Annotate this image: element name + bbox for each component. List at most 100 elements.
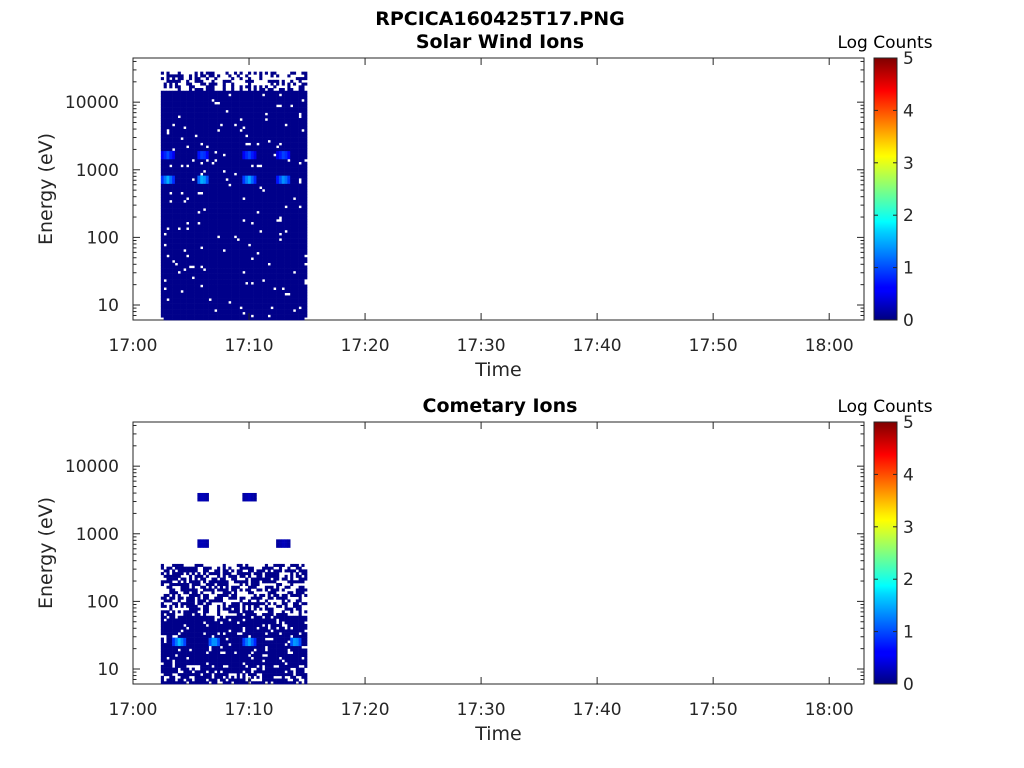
heatmap-cell xyxy=(248,219,252,223)
heatmap-cell xyxy=(236,219,240,223)
heatmap-cell xyxy=(203,232,207,236)
heatmap-cell xyxy=(200,623,204,627)
heatmap-cell xyxy=(298,210,302,214)
heatmap-cell xyxy=(225,287,229,291)
heatmap-cell xyxy=(172,191,176,195)
heatmap-cell xyxy=(284,107,288,111)
heatmap-cell xyxy=(172,118,176,122)
heatmap-cell xyxy=(256,268,260,272)
heatmap-cell xyxy=(183,158,187,163)
heatmap-cell xyxy=(169,659,173,663)
heatmap-cell xyxy=(239,295,243,299)
heatmap-cell xyxy=(231,279,235,283)
heatmap-cell xyxy=(284,273,288,277)
heatmap-cell xyxy=(256,295,260,299)
heatmap-cell xyxy=(298,249,302,253)
heatmap-cell xyxy=(278,109,283,113)
heatmap-cell xyxy=(183,191,187,195)
heatmap-cell xyxy=(236,169,240,173)
heatmap-cell xyxy=(262,259,266,263)
heatmap-cell xyxy=(222,221,226,225)
heatmap-cell xyxy=(281,118,285,122)
heatmap-cell xyxy=(228,150,232,154)
heatmap-cell xyxy=(177,626,181,630)
heatmap-cell xyxy=(290,243,294,247)
heatmap-cell xyxy=(180,175,184,179)
heatmap-cell xyxy=(166,148,170,152)
heatmap-cell xyxy=(298,265,302,269)
heatmap-cell xyxy=(217,205,221,209)
heatmap-cell xyxy=(203,153,207,157)
heatmap-cell xyxy=(217,257,221,261)
heatmap-cell xyxy=(270,317,274,321)
heatmap-cell xyxy=(172,229,176,233)
heatmap-cell xyxy=(284,161,288,165)
heatmap-cell xyxy=(177,651,181,655)
heatmap-cell xyxy=(205,257,209,261)
heatmap-cell xyxy=(174,287,179,291)
heatmap-cell xyxy=(273,265,277,269)
heatmap-cell xyxy=(160,651,164,655)
heatmap-cell xyxy=(264,314,268,318)
heatmap-cell xyxy=(200,169,204,173)
heatmap-cell xyxy=(180,303,184,307)
heatmap-cell xyxy=(273,189,277,193)
heatmap-cell xyxy=(228,295,232,299)
heatmap-cell xyxy=(301,202,305,206)
heatmap-cell xyxy=(284,279,288,283)
heatmap-cell xyxy=(163,656,167,660)
heatmap-cell xyxy=(245,227,249,231)
heatmap-cell xyxy=(267,175,271,179)
heatmap-cell xyxy=(301,205,305,209)
heatmap-cell xyxy=(174,172,179,176)
heatmap-cell xyxy=(205,150,209,154)
heatmap-cell xyxy=(219,306,223,310)
heatmap-cell xyxy=(211,287,215,291)
heatmap-cell xyxy=(186,651,190,655)
heatmap-cell xyxy=(197,205,201,209)
heatmap-cell xyxy=(219,120,223,124)
heatmap-cell xyxy=(248,298,252,302)
heatmap-cell xyxy=(191,142,195,146)
heatmap-cell xyxy=(287,96,291,100)
heatmap-cell xyxy=(259,303,263,307)
heatmap-cell xyxy=(160,667,164,671)
heatmap-cell xyxy=(228,262,232,266)
heatmap-cell xyxy=(194,610,198,614)
heatmap-cell xyxy=(203,197,207,201)
heatmap-cell xyxy=(256,232,260,236)
heatmap-cell xyxy=(304,208,308,212)
heatmap-cell xyxy=(250,123,254,127)
heatmap-cell xyxy=(191,566,195,570)
heatmap-cell xyxy=(197,574,201,578)
heatmap-cell xyxy=(259,178,263,182)
heatmap-cell xyxy=(233,197,238,201)
heatmap-cell xyxy=(259,150,263,154)
heatmap-cell xyxy=(160,675,164,679)
heatmap-cell xyxy=(177,131,181,135)
heatmap-cell xyxy=(166,175,170,179)
heatmap-cell xyxy=(248,115,252,119)
heatmap-cell xyxy=(186,98,190,102)
heatmap-cell xyxy=(248,270,252,274)
heatmap-cell xyxy=(276,202,280,206)
heatmap-cell xyxy=(225,134,229,138)
heatmap-cell xyxy=(163,615,167,619)
heatmap-cell xyxy=(222,265,226,269)
heatmap-cell xyxy=(180,240,184,244)
heatmap-cell xyxy=(287,175,291,179)
heatmap-cell xyxy=(250,194,254,198)
heatmap-cell xyxy=(160,257,164,261)
heatmap-cell xyxy=(242,112,246,116)
heatmap-cell xyxy=(186,150,190,154)
heatmap-cell xyxy=(197,240,201,244)
heatmap-cell xyxy=(236,276,240,280)
heatmap-cell xyxy=(203,191,207,195)
heatmap-cell xyxy=(180,115,184,119)
heatmap-cell xyxy=(160,626,164,630)
heatmap-cell xyxy=(188,205,193,209)
heatmap-cell xyxy=(174,202,179,206)
heatmap-cell xyxy=(301,178,305,182)
heatmap-cell xyxy=(180,309,184,313)
